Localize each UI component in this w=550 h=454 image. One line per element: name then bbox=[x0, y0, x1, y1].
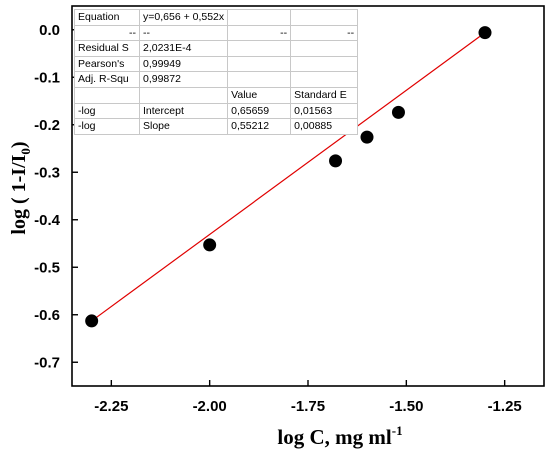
data-points bbox=[85, 26, 492, 328]
x-tick-label: -1.25 bbox=[488, 398, 522, 415]
data-point-2 bbox=[203, 238, 217, 252]
stats-row: Value Standard E bbox=[74, 86, 359, 104]
stats-row: -log Slope 0,55212 0,00885 bbox=[74, 118, 359, 135]
stats-cell bbox=[227, 40, 292, 57]
y-tick-label: -0.1 bbox=[34, 69, 60, 86]
stats-cell bbox=[227, 71, 292, 88]
x-tick-label: -2.25 bbox=[94, 398, 128, 415]
stats-cell bbox=[138, 86, 229, 104]
stats-cell: -log bbox=[74, 102, 140, 120]
stats-cell: 0,65659 bbox=[227, 102, 292, 120]
stats-cell: Standard E bbox=[290, 86, 359, 104]
stats-cell: Slope bbox=[138, 118, 229, 135]
stats-cell: -- bbox=[138, 24, 229, 42]
y-tick-label: -0.6 bbox=[34, 307, 60, 324]
stats-cell bbox=[290, 9, 359, 26]
stats-cell bbox=[290, 40, 359, 57]
stats-cell: Intercept bbox=[138, 102, 229, 120]
stats-row: Pearson's 0,99949 bbox=[74, 55, 359, 73]
data-point-5 bbox=[391, 105, 405, 119]
data-point-6 bbox=[478, 26, 492, 40]
stats-cell: 0,99872 bbox=[138, 71, 229, 88]
x-tick-label: -1.50 bbox=[389, 398, 423, 415]
y-tick-label: 0.0 bbox=[39, 22, 60, 39]
y-axis-title: log ( 1-I/I0) bbox=[8, 141, 33, 234]
x-axis-title-text: log C, mg ml bbox=[277, 425, 391, 449]
y-tick-label: -0.7 bbox=[34, 354, 60, 371]
x-axis-title-sup: -1 bbox=[392, 423, 403, 438]
x-tick-label: -1.75 bbox=[291, 398, 325, 415]
stats-cell bbox=[74, 86, 140, 104]
y-tick-label: -0.4 bbox=[34, 212, 61, 229]
stats-cell bbox=[290, 55, 359, 73]
stats-row: Equation y=0,656 + 0,552x bbox=[74, 9, 359, 26]
stats-cell: -log bbox=[74, 118, 140, 135]
data-point-4 bbox=[360, 130, 374, 144]
stats-cell bbox=[227, 55, 292, 73]
y-tick-label: -0.3 bbox=[34, 164, 60, 181]
stats-cell: y=0,656 + 0,552x bbox=[138, 9, 229, 26]
stats-cell: Value bbox=[227, 86, 292, 104]
y-axis-title-sub: 0 bbox=[18, 148, 33, 155]
stats-cell: Pearson's bbox=[74, 55, 140, 73]
stats-row: Residual S 2,0231E-4 bbox=[74, 40, 359, 57]
stats-cell: 0,55212 bbox=[227, 118, 292, 135]
y-tick-label: -0.5 bbox=[34, 259, 60, 276]
stats-row: Adj. R-Squ 0,99872 bbox=[74, 71, 359, 88]
stats-cell: 0,00885 bbox=[290, 118, 359, 135]
fit-line bbox=[91, 32, 486, 322]
stats-cell: Residual S bbox=[74, 40, 140, 57]
stats-cell: Equation bbox=[74, 9, 140, 26]
x-tick-label: -2.00 bbox=[193, 398, 227, 415]
y-axis-title-text: log ( 1-I/I bbox=[8, 154, 30, 234]
stats-row: -- -- -- -- bbox=[74, 24, 359, 42]
x-axis-ticks: -2.25 -2.00 -1.75 -1.50 -1.25 bbox=[94, 380, 522, 415]
stats-cell: 0,99949 bbox=[138, 55, 229, 73]
stats-row: -log Intercept 0,65659 0,01563 bbox=[74, 102, 359, 120]
y-axis-title-close: ) bbox=[8, 141, 30, 148]
data-point-1 bbox=[85, 314, 99, 328]
y-axis-ticks: 0.0 -0.1 -0.2 -0.3 -0.4 -0.5 -0.6 -0.7 bbox=[34, 22, 78, 371]
stats-cell: Adj. R-Squ bbox=[74, 71, 140, 88]
stats-cell bbox=[290, 71, 359, 88]
stats-cell: 2,0231E-4 bbox=[138, 40, 229, 57]
stats-cell: 0,01563 bbox=[290, 102, 359, 120]
x-axis-title: log C, mg ml-1 bbox=[277, 423, 402, 449]
stats-cell: -- bbox=[74, 24, 140, 42]
stats-cell: -- bbox=[227, 24, 292, 42]
fit-statistics-table: Equation y=0,656 + 0,552x -- -- -- -- Residual… bbox=[74, 9, 359, 135]
stats-cell: -- bbox=[290, 24, 359, 42]
stats-cell bbox=[227, 9, 292, 26]
y-tick-label: -0.2 bbox=[34, 117, 60, 134]
data-point-3 bbox=[329, 154, 343, 168]
